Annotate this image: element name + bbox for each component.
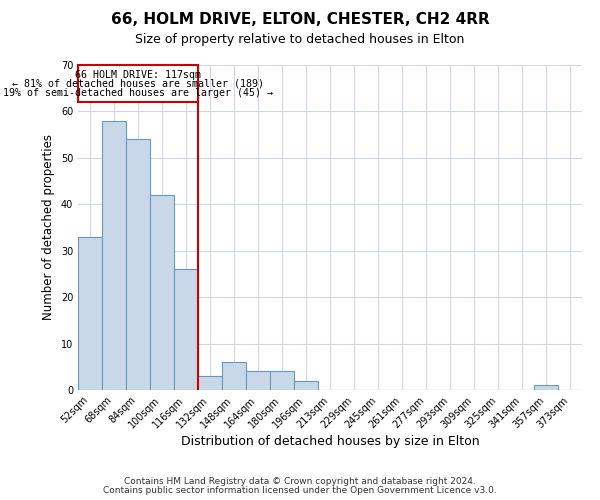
Bar — [150, 195, 174, 390]
Text: Size of property relative to detached houses in Elton: Size of property relative to detached ho… — [136, 32, 464, 46]
Text: 66 HOLM DRIVE: 117sqm: 66 HOLM DRIVE: 117sqm — [75, 70, 201, 80]
Bar — [222, 362, 246, 390]
Bar — [102, 120, 126, 390]
Bar — [534, 386, 558, 390]
Bar — [174, 270, 198, 390]
Bar — [294, 380, 318, 390]
Bar — [78, 65, 198, 102]
Text: ← 81% of detached houses are smaller (189): ← 81% of detached houses are smaller (18… — [12, 79, 264, 89]
Text: Contains HM Land Registry data © Crown copyright and database right 2024.: Contains HM Land Registry data © Crown c… — [124, 477, 476, 486]
Bar — [246, 372, 270, 390]
Bar — [78, 237, 102, 390]
Bar — [270, 372, 294, 390]
Text: Contains public sector information licensed under the Open Government Licence v3: Contains public sector information licen… — [103, 486, 497, 495]
Bar — [126, 140, 150, 390]
Text: 66, HOLM DRIVE, ELTON, CHESTER, CH2 4RR: 66, HOLM DRIVE, ELTON, CHESTER, CH2 4RR — [110, 12, 490, 28]
Text: 19% of semi-detached houses are larger (45) →: 19% of semi-detached houses are larger (… — [3, 88, 273, 98]
Bar — [198, 376, 222, 390]
X-axis label: Distribution of detached houses by size in Elton: Distribution of detached houses by size … — [181, 436, 479, 448]
Y-axis label: Number of detached properties: Number of detached properties — [42, 134, 55, 320]
